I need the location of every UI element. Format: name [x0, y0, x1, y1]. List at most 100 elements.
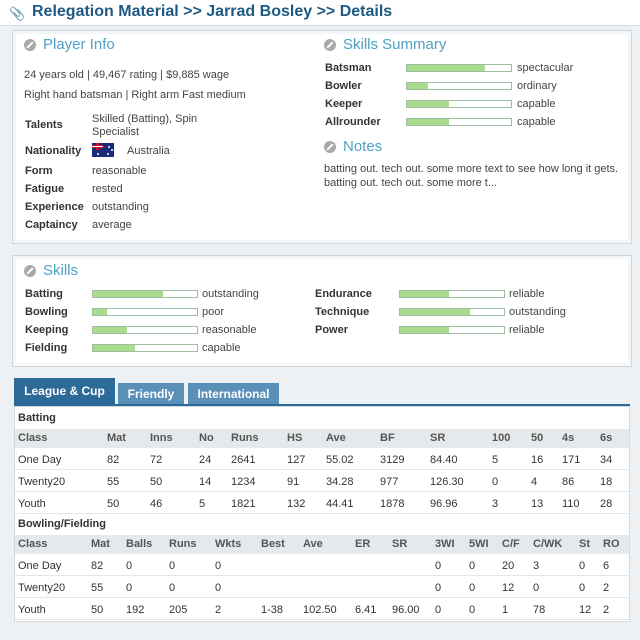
column-header: Inns	[150, 432, 173, 444]
column-header: Mat	[107, 432, 126, 444]
table-cell: Twenty20	[18, 582, 66, 594]
column-header: 4s	[562, 432, 575, 444]
column-header: 5WI	[469, 538, 489, 550]
form-value: reasonable	[92, 165, 147, 177]
table-cell: 0	[469, 582, 476, 594]
header-bar: 📎 Relegation Material >> Jarrad Bosley >…	[0, 0, 640, 26]
skill-keeping-bar	[92, 326, 198, 334]
table-cell: 192	[126, 604, 145, 616]
summary-allrounder-bar	[406, 118, 512, 126]
table-cell: 24	[199, 454, 212, 466]
table-header-row	[15, 429, 629, 448]
table-cell: 78	[533, 604, 546, 616]
skill-technique-label: Technique	[315, 306, 370, 318]
table-cell: 0	[579, 582, 586, 594]
table-cell: 1234	[231, 476, 256, 488]
player-summary-line2: Right hand batsman | Right arm Fast medi…	[24, 89, 246, 101]
tab-friendly[interactable]: Friendly	[118, 383, 184, 405]
table-cell: 84.40	[430, 454, 458, 466]
nationality-value: Australia	[127, 145, 170, 157]
table-row	[15, 493, 629, 514]
column-header: SR	[430, 432, 446, 444]
column-header: RO	[603, 538, 620, 550]
tab-international[interactable]: International	[188, 383, 279, 405]
table-row	[15, 577, 629, 598]
skill-fielding-value: capable	[202, 342, 241, 354]
table-cell: 102.50	[303, 604, 337, 616]
table-cell: Youth	[18, 604, 46, 616]
pencil-icon	[324, 141, 336, 153]
table-cell: 0	[492, 476, 499, 488]
table-cell: One Day	[18, 454, 62, 466]
table-cell: 55	[91, 582, 104, 594]
column-header: 6s	[600, 432, 613, 444]
table-cell: 0	[126, 582, 133, 594]
column-header: Wkts	[215, 538, 242, 550]
notes-line2: batting out. tech out. some more t...	[324, 177, 498, 189]
table-cell: 5	[199, 498, 206, 510]
skill-power-bar	[399, 326, 505, 334]
table-cell: 0	[579, 560, 586, 572]
talents-value-2: Specialist	[92, 126, 140, 138]
column-header: 50	[531, 432, 544, 444]
table-cell: 50	[107, 498, 120, 510]
skill-batting-bar	[92, 290, 198, 298]
table-cell: 0	[169, 582, 176, 594]
summary-bowler-label: Bowler	[325, 80, 362, 92]
table-cell: 4	[531, 476, 538, 488]
skill-power-value: reliable	[509, 324, 545, 336]
tab-underline	[14, 404, 630, 406]
table-cell: 6	[603, 560, 610, 572]
table-cell: 82	[107, 454, 120, 466]
column-header: C/F	[502, 538, 520, 550]
talents-value: Skilled (Batting), Spin	[92, 113, 198, 125]
skill-batting-value: outstanding	[202, 288, 259, 300]
column-header: Mat	[91, 538, 110, 550]
table-cell: 2641	[231, 454, 256, 466]
table-cell: 82	[91, 560, 104, 572]
experience-value: outstanding	[92, 201, 149, 213]
table-cell: 205	[169, 604, 188, 616]
table-cell: 0	[215, 560, 222, 572]
summary-batsman-bar	[406, 64, 512, 72]
skill-keeping-label: Keeping	[25, 324, 69, 336]
table-cell: 0	[469, 560, 476, 572]
skill-fielding-label: Fielding	[25, 342, 68, 354]
table-cell: 0	[126, 560, 133, 572]
table-cell: 96.96	[430, 498, 458, 510]
skills-title: Skills	[43, 262, 79, 279]
table-cell: 0	[169, 560, 176, 572]
skill-endurance-label: Endurance	[315, 288, 372, 300]
experience-label: Experience	[25, 201, 84, 213]
table-cell: One Day	[18, 560, 62, 572]
summary-keeper-value: capable	[517, 98, 556, 110]
table-cell: 1-38	[261, 604, 284, 616]
skill-technique-bar	[399, 308, 505, 316]
table-cell: 132	[287, 498, 306, 510]
breadcrumb[interactable]: Relegation Material >> Jarrad Bosley >> …	[32, 3, 393, 20]
table-cell: 0	[435, 582, 442, 594]
table-cell: 72	[150, 454, 163, 466]
table-cell: 55.02	[326, 454, 354, 466]
skills-summary-title: Skills Summary	[343, 36, 447, 53]
table-cell: 12	[579, 604, 592, 616]
column-header: C/WK	[533, 538, 563, 550]
summary-keeper-bar	[406, 100, 512, 108]
table-cell: 6.41	[355, 604, 377, 616]
table-cell: 34.28	[326, 476, 354, 488]
column-header: Ave	[326, 432, 346, 444]
table-cell: 28	[600, 498, 613, 510]
batting-section-title: Batting	[18, 412, 56, 424]
fatigue-label: Fatigue	[25, 183, 65, 195]
flag-australia-icon	[92, 143, 114, 157]
table-cell: 96.00	[392, 604, 420, 616]
table-header-row	[15, 535, 629, 554]
summary-bowler-bar	[406, 82, 512, 90]
table-cell: 1	[502, 604, 509, 616]
tab-league-cup[interactable]: League & Cup	[14, 378, 115, 405]
pencil-icon	[324, 39, 336, 51]
table-cell: 86	[562, 476, 575, 488]
column-header: 3WI	[435, 538, 455, 550]
column-header: Runs	[231, 432, 259, 444]
column-header: Ave	[303, 538, 323, 550]
